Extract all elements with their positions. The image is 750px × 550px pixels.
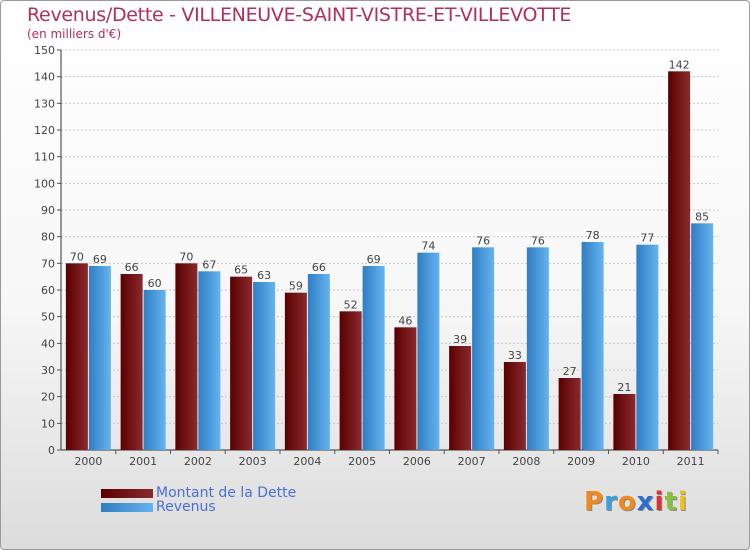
y-tick-label: 130 xyxy=(34,97,55,110)
bar-revenus xyxy=(417,252,440,450)
data-label: 70 xyxy=(70,250,84,263)
x-tick-label: 2000 xyxy=(74,455,102,468)
logo-letter: o xyxy=(617,487,637,517)
bar-dette xyxy=(284,292,307,450)
data-label: 52 xyxy=(344,298,358,311)
y-tick-label: 20 xyxy=(41,391,55,404)
bar-revenus xyxy=(198,271,221,450)
data-label: 27 xyxy=(563,365,577,378)
bar-revenus xyxy=(88,266,111,450)
data-label: 66 xyxy=(125,261,139,274)
bar-revenus xyxy=(526,247,549,450)
data-label: 77 xyxy=(640,232,654,245)
bar-dette xyxy=(449,346,472,450)
bar-dette xyxy=(558,378,581,450)
x-tick-label: 2011 xyxy=(677,455,705,468)
y-tick-label: 60 xyxy=(41,284,55,297)
y-tick-label: 100 xyxy=(34,177,55,190)
y-tick-label: 10 xyxy=(41,417,55,430)
bar-dette xyxy=(120,274,143,450)
y-tick-label: 40 xyxy=(41,337,55,350)
x-tick-label: 2010 xyxy=(622,455,650,468)
x-tick-label: 2007 xyxy=(458,455,486,468)
x-tick-label: 2001 xyxy=(129,455,157,468)
chart-title: Revenus/Dette - VILLENEUVE-SAINT-VISTRE-… xyxy=(27,4,572,26)
data-label: 65 xyxy=(234,264,248,277)
data-label: 76 xyxy=(531,234,545,247)
data-label: 63 xyxy=(257,269,271,282)
chart-subtitle: (en milliers d'€) xyxy=(27,27,122,41)
x-tick-label: 2008 xyxy=(512,455,540,468)
data-label: 60 xyxy=(148,277,162,290)
bar-dette xyxy=(668,71,691,450)
y-tick-label: 150 xyxy=(34,44,55,57)
legend-label-dette: Montant de la Dette xyxy=(156,485,297,501)
y-tick-label: 70 xyxy=(41,257,55,270)
data-label: 59 xyxy=(289,280,303,293)
y-tick-label: 140 xyxy=(34,71,55,84)
legend-swatch-revenus xyxy=(101,503,153,512)
data-label: 69 xyxy=(93,253,107,266)
bar-revenus xyxy=(362,266,385,450)
bar-dette xyxy=(65,263,88,450)
data-label: 33 xyxy=(508,349,522,362)
data-label: 76 xyxy=(476,234,490,247)
bar-dette xyxy=(339,311,362,450)
data-label: 69 xyxy=(367,253,381,266)
bar-dette xyxy=(394,327,417,450)
bar-dette xyxy=(503,362,526,450)
data-label: 67 xyxy=(202,258,216,271)
data-label: 39 xyxy=(453,333,467,346)
legend-label-revenus: Revenus xyxy=(156,499,216,515)
logo-letter: P xyxy=(584,487,605,517)
x-tick-label: 2004 xyxy=(293,455,321,468)
y-tick-label: 90 xyxy=(41,204,55,217)
bar-dette xyxy=(230,276,253,450)
logo-letter: i xyxy=(654,487,665,517)
data-label: 21 xyxy=(617,381,631,394)
bar-revenus xyxy=(691,223,714,450)
data-label: 70 xyxy=(179,250,193,263)
bar-dette xyxy=(613,394,636,450)
legend-swatch-dette xyxy=(101,489,153,498)
data-label: 66 xyxy=(312,261,326,274)
data-label: 46 xyxy=(398,314,412,327)
y-tick-label: 30 xyxy=(41,364,55,377)
logo-letter: r xyxy=(604,487,618,517)
x-tick-label: 2005 xyxy=(348,455,376,468)
bar-revenus xyxy=(307,274,330,450)
data-label: 74 xyxy=(421,240,435,253)
bar-revenus xyxy=(143,290,166,450)
x-tick-label: 2009 xyxy=(567,455,595,468)
data-label: 85 xyxy=(695,210,709,223)
y-tick-label: 50 xyxy=(41,311,55,324)
logo-letter: x xyxy=(636,487,655,517)
y-tick-label: 0 xyxy=(48,444,55,457)
bar-revenus xyxy=(472,247,495,450)
y-tick-label: 110 xyxy=(34,151,55,164)
logo-letter: i xyxy=(677,487,688,517)
bar-revenus xyxy=(636,244,659,450)
y-tick-label: 120 xyxy=(34,124,55,137)
data-label: 78 xyxy=(586,229,600,242)
proxiti-logo: Proxiti xyxy=(584,487,688,517)
logo-letter: t xyxy=(664,487,678,517)
bar-revenus xyxy=(253,282,276,450)
x-tick-label: 2003 xyxy=(239,455,267,468)
data-label: 142 xyxy=(669,58,690,71)
y-tick-label: 80 xyxy=(41,231,55,244)
x-tick-label: 2006 xyxy=(403,455,431,468)
x-tick-label: 2002 xyxy=(184,455,212,468)
bar-dette xyxy=(175,263,198,450)
bar-revenus xyxy=(581,242,604,450)
